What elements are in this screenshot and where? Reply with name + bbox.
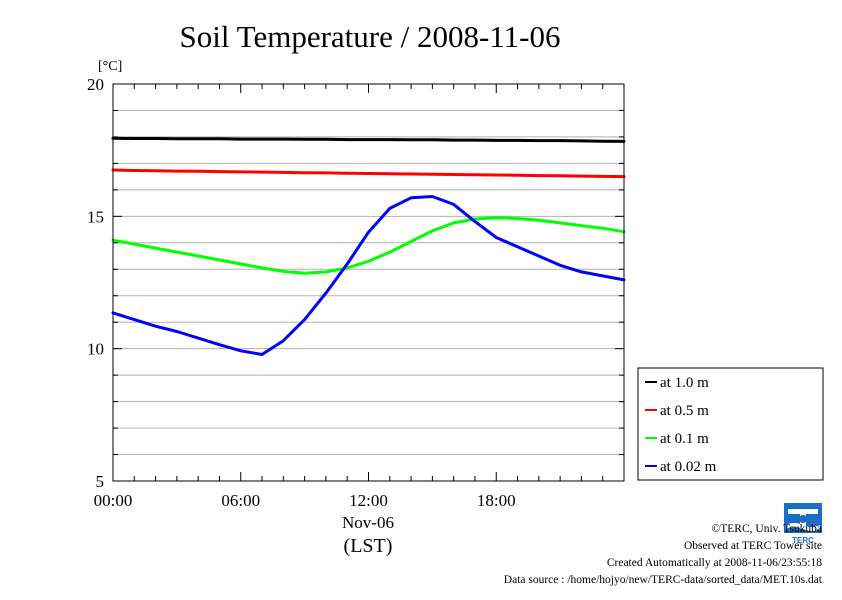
- plot-frame: [112, 83, 625, 482]
- credit-data-source: Data source : /home/hojyo/new/TERC-data/…: [504, 574, 823, 586]
- x-tick-label: 12:00: [349, 491, 388, 510]
- y-tick-label: 10: [87, 340, 104, 359]
- y-tick-label: 20: [87, 75, 104, 94]
- grid-layer: [113, 109, 624, 456]
- y-tick-label: 5: [96, 472, 105, 491]
- chart-title: Soil Temperature / 2008-11-06: [180, 19, 561, 54]
- legend-box: [637, 367, 824, 481]
- terc-logo-text: TERC: [792, 536, 814, 545]
- series-line-1: [111, 136, 626, 143]
- x-tick-label: 18:00: [477, 491, 516, 510]
- legend-label: at 1.0 m: [660, 375, 709, 391]
- x-axis-timezone-label: (LST): [344, 535, 393, 557]
- credit-observed: Observed at TERC Tower site: [684, 540, 822, 552]
- legend-label: at 0.5 m: [660, 403, 709, 419]
- x-axis-date-label: Nov-06: [342, 513, 394, 532]
- series-line-3: [111, 216, 626, 275]
- x-tick-label: 06:00: [221, 491, 260, 510]
- tick-layer: [112, 83, 625, 482]
- tick-label-layer: 5 10 15 20 00:00 06:00 12:00 18:00: [87, 75, 516, 510]
- terc-logo: TERC: [784, 503, 822, 545]
- series-line-2: [111, 168, 626, 179]
- legend-label: at 0.02 m: [660, 459, 717, 475]
- credit-created: Created Automatically at 2008-11-06/23:5…: [607, 557, 822, 569]
- y-unit-label: [°C]: [98, 59, 122, 74]
- x-tick-label: 00:00: [94, 491, 133, 510]
- legend: at 1.0 m at 0.5 m at 0.1 m at 0.02 m: [637, 367, 824, 481]
- series-layer: [111, 136, 626, 356]
- series-line-4: [111, 195, 626, 356]
- y-tick-label: 15: [87, 207, 104, 226]
- credit-copyright: ©TERC, Univ. Tsukuba: [712, 523, 822, 535]
- legend-label: at 0.1 m: [660, 431, 709, 447]
